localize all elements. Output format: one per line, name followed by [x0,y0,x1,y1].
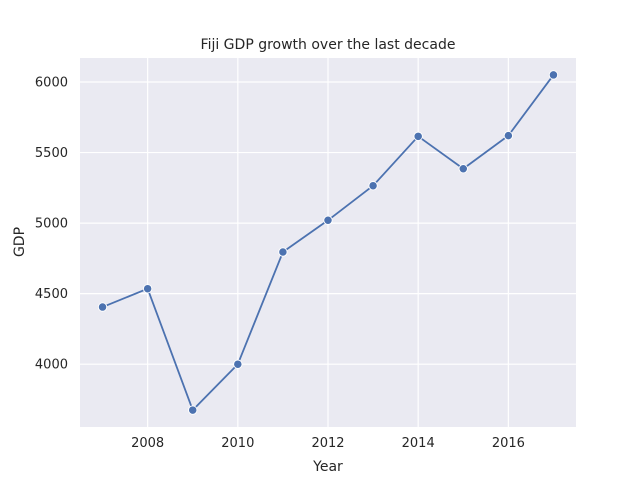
x-tick-label: 2014 [402,436,435,451]
data-point [97,302,108,312]
data-point [368,181,378,191]
data-point [142,284,153,294]
y-tick-label: 5000 [35,217,68,232]
data-point [548,70,559,80]
y-tick-label: 4000 [35,358,68,373]
y-tick-label: 4500 [35,287,68,302]
series [97,70,559,415]
y-gridlines [80,81,576,365]
y-tick-label: 5500 [35,146,68,161]
data-point [458,164,468,174]
data-point [188,405,198,415]
y-tick-labels: 4000 4500 5000 5500 6000 [35,75,68,372]
x-gridlines [147,58,509,427]
y-axis-label: GDP [12,227,28,257]
x-tick-label: 2012 [311,436,344,451]
data-point [233,359,243,369]
x-tick-labels: 2008 2010 2012 2014 2016 [131,436,525,451]
x-tick-label: 2010 [221,436,254,451]
chart-title: Fiji GDP growth over the last decade [201,37,456,53]
y-tick-label: 6000 [35,75,68,90]
data-point [323,215,333,225]
data-point [413,131,423,141]
x-axis-label: Year [312,459,343,475]
data-point [503,130,514,141]
x-tick-label: 2008 [131,436,164,451]
x-tick-label: 2016 [492,436,525,451]
data-point [278,247,288,257]
